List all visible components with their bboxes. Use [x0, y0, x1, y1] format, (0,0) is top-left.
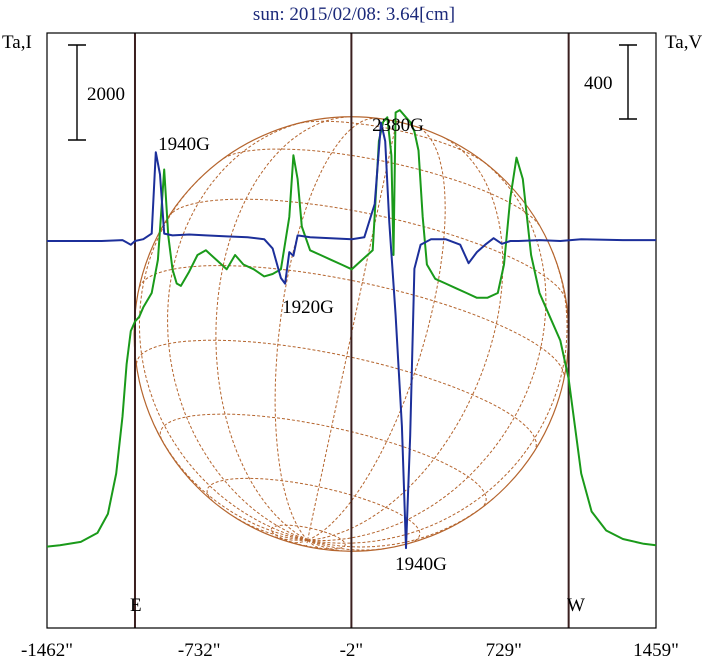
series-line-intensity: [46, 109, 657, 548]
solar-grid-line: [305, 540, 309, 547]
east-label: E: [130, 595, 142, 616]
x-tick-label: -2": [340, 640, 364, 661]
left-scale-value: 2000: [87, 84, 125, 105]
right-scale-bar: 400: [584, 44, 637, 120]
chart-title: sun: 2015/02/08: 3.64[cm]: [253, 4, 455, 25]
solar-grid-line: [307, 137, 504, 541]
solar-grid-line: [136, 339, 537, 449]
solar-grid-line: [138, 176, 308, 541]
solar-grid-line: [138, 265, 565, 378]
solar-grid-line: [168, 198, 567, 301]
series-layer: [46, 109, 657, 550]
x-tick-label: -732": [178, 640, 221, 661]
solar-grid-line: [307, 539, 322, 550]
west-label: W: [567, 595, 585, 616]
x-tick-labels: -1462" -732" -2" 729" 1459": [21, 640, 679, 661]
series-line-circular-pol: [47, 121, 656, 550]
left-axis-label: Ta,I: [2, 32, 32, 53]
solar-grid-line: [159, 413, 487, 508]
x-tick-label: 729": [486, 640, 522, 661]
right-scale-value: 400: [584, 73, 613, 94]
solar-grid-line: [215, 116, 347, 541]
solar-grid-line: [274, 117, 378, 541]
solar-grid-line: [154, 426, 308, 541]
x-tick-label: -1462": [21, 640, 73, 661]
annotation-label: 1940G: [395, 554, 447, 575]
right-axis-label: Ta,V: [665, 32, 702, 53]
limb-lines: [133, 33, 570, 628]
solar-grid-line: [307, 156, 547, 542]
plot-frame: [46, 32, 657, 629]
solar-grid-line: [296, 120, 488, 165]
solar-grid-line: [307, 251, 568, 544]
left-scale-bar: 2000: [68, 44, 125, 141]
annotations: 1940G 1920G 2380G 1940G: [158, 115, 447, 575]
x-tick-label: 1459": [633, 640, 679, 661]
annotation-label: 1920G: [282, 297, 334, 318]
annotation-label: 1940G: [158, 134, 210, 155]
annotation-label: 2380G: [372, 115, 424, 136]
solar-grid-line: [167, 120, 310, 541]
solar-grid-line: [206, 477, 421, 544]
